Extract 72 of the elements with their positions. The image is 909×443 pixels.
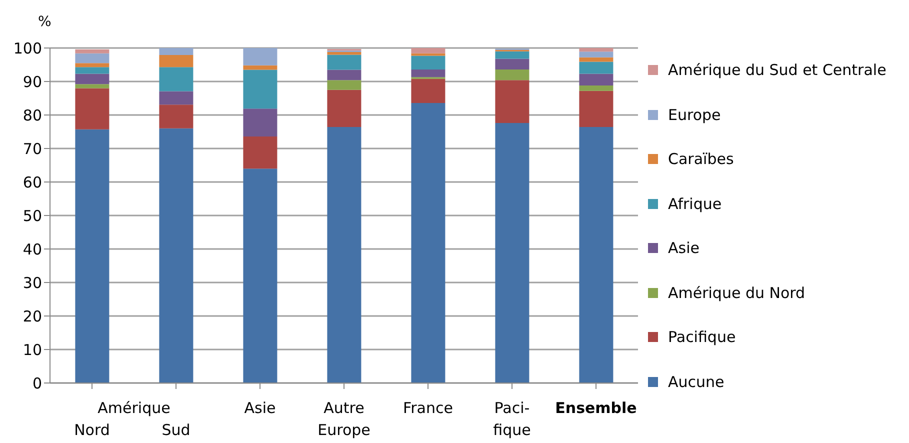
bar (75, 88, 110, 130)
bar (243, 48, 278, 66)
y-tick-label: 0 (32, 374, 42, 392)
bar (75, 63, 110, 68)
x-tick-label: Sud (162, 421, 190, 439)
bar (75, 84, 110, 88)
y-tick-label: 30 (22, 274, 42, 292)
bar (327, 127, 362, 383)
x-tick-label: Asie (244, 399, 276, 417)
bar (243, 168, 278, 383)
y-tick-label: 20 (22, 307, 42, 326)
x-tick-label: Nord (74, 421, 110, 439)
legend-label: Caraïbes (668, 150, 734, 168)
text: Amérique (98, 399, 170, 417)
bar (327, 80, 362, 90)
legend-label: Afrique (668, 194, 722, 213)
bar (243, 108, 278, 136)
bar (159, 128, 194, 383)
bar (327, 52, 362, 55)
bar (411, 48, 446, 54)
bar (579, 48, 614, 52)
bar (579, 52, 614, 58)
bar (579, 57, 614, 62)
bar (159, 48, 194, 56)
bar (495, 58, 530, 70)
bar (159, 55, 194, 68)
bar (579, 62, 614, 74)
bar (243, 65, 278, 70)
bar (411, 69, 446, 78)
y-tick-label: 60 (22, 173, 42, 192)
bar (75, 74, 110, 84)
legend-label: Pacifique (668, 328, 736, 346)
y-tick-label: 10 (22, 340, 42, 359)
legend-label: Europe (668, 106, 721, 124)
y-tick-label: 70 (22, 140, 42, 158)
bar (579, 90, 614, 128)
bar (327, 70, 362, 80)
x-tick-label: Ensemble (555, 399, 637, 417)
bar (75, 67, 110, 74)
bar (75, 129, 110, 383)
bar (327, 90, 362, 128)
y-tick-label: 90 (22, 72, 42, 91)
bar (495, 69, 530, 80)
bar (159, 91, 194, 105)
y-axis-title: % (38, 14, 52, 30)
bar (495, 123, 530, 383)
bar (495, 51, 530, 59)
x-tick-label: Autre Europe (318, 399, 370, 439)
bar (411, 56, 446, 70)
y-tick-label: 100 (13, 39, 42, 58)
bar (75, 53, 110, 64)
x-tick-label: Paci- fique (493, 399, 531, 439)
bar (411, 78, 446, 103)
bar (327, 54, 362, 70)
bar (159, 67, 194, 92)
legend-label: Amérique du Nord (668, 284, 806, 302)
legend-label: Asie (668, 239, 700, 258)
bar (243, 70, 278, 109)
legend-label: Amérique du Sud et Centrale (668, 61, 886, 80)
y-tick-label: 50 (22, 206, 42, 225)
bar (579, 74, 614, 86)
bar (75, 49, 110, 54)
bar (243, 136, 278, 169)
bar (579, 86, 614, 91)
bar (495, 80, 530, 124)
x-tick-label: France (403, 399, 453, 417)
y-tick-label: 40 (22, 240, 42, 258)
bar (411, 102, 446, 383)
bar (579, 127, 614, 383)
legend-label: Aucune (668, 372, 724, 391)
y-tick-label: 80 (22, 106, 42, 124)
bar (159, 104, 194, 128)
